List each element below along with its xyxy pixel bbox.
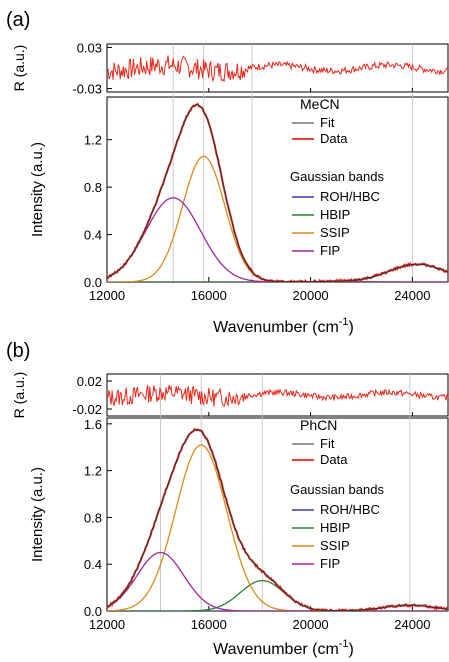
legend-label: Data <box>320 452 348 467</box>
panel-label: (a) <box>6 9 30 31</box>
x-tick-label: 16000 <box>191 288 227 303</box>
fit-line <box>107 429 448 611</box>
solvent-label: MeCN <box>300 96 340 112</box>
curves <box>107 427 448 611</box>
residual-axis-frame <box>106 373 449 417</box>
curves <box>107 102 448 282</box>
residual-line <box>106 384 449 408</box>
residual-tick-label: -0.03 <box>72 82 102 97</box>
legend-label: SSIP <box>320 538 350 553</box>
band-ssip <box>107 444 448 611</box>
x-tick-label: 20000 <box>293 617 329 632</box>
y-tick-label: 1.2 <box>84 133 102 148</box>
x-tick-label: 20000 <box>293 288 329 303</box>
legend-label: SSIP <box>320 225 350 240</box>
panel-label: (b) <box>6 340 30 362</box>
y-axis-label: Intensity (a.u.) <box>29 467 46 562</box>
y-tick-label: 0.8 <box>84 180 102 195</box>
legend-bands-title: Gaussian bands <box>290 482 384 497</box>
y-axis-label: Intensity (a.u.) <box>29 142 46 237</box>
x-tick-label: 12000 <box>89 288 125 303</box>
legend-bands-title: Gaussian bands <box>290 169 384 184</box>
main-axis-frame <box>106 96 449 283</box>
legend-label: Data <box>320 131 348 146</box>
legend-label: FIP <box>320 243 340 258</box>
y-tick-label: 0.0 <box>84 275 102 290</box>
x-tick-label: 24000 <box>394 288 430 303</box>
residual-tick-label: 0.02 <box>77 374 102 389</box>
residual-tick-label: -0.02 <box>72 402 102 417</box>
solvent-label: PhCN <box>300 417 337 433</box>
legend-label: Fit <box>320 436 335 451</box>
y-tick-label: 1.6 <box>84 417 102 432</box>
residual-axis-frame <box>106 43 449 93</box>
y-tick-label: 0.4 <box>84 557 102 572</box>
y-tick-label: 0.4 <box>84 228 102 243</box>
band-fip <box>107 551 448 611</box>
y-tick-label: 1.2 <box>84 464 102 479</box>
legend-label: ROH/HBC <box>320 502 380 517</box>
residual-line <box>106 55 449 83</box>
panel-a: (a) 0.03 -0.03 R (a.u.) 12000 16000 20000 24000… <box>6 9 449 336</box>
legend-label: Fit <box>320 115 335 130</box>
legend-label: ROH/HBC <box>320 189 380 204</box>
x-axis-label: Wavenumber (cm-1) <box>213 316 354 336</box>
y-tick-label: 0.8 <box>84 510 102 525</box>
x-axis-label: Wavenumber (cm-1) <box>213 638 354 658</box>
legend-label: HBIP <box>320 207 350 222</box>
x-tick-label: 16000 <box>191 617 227 632</box>
y-tick-label: 0.0 <box>84 604 102 619</box>
legend-label: HBIP <box>320 520 350 535</box>
residual-tick-label: 0.03 <box>77 40 102 55</box>
data-line <box>107 102 448 282</box>
panel-b: (b) 0.02 -0.02 R (a.u.) 12000 16000 20000 24000… <box>6 340 449 658</box>
residual-axis-label: R (a.u.) <box>11 372 27 419</box>
band-roh-hbc <box>107 263 448 282</box>
data-line <box>107 427 448 611</box>
band-ssip <box>107 155 448 282</box>
x-tick-label: 24000 <box>394 617 430 632</box>
residual-axis-label: R (a.u.) <box>11 45 27 92</box>
x-tick-label: 12000 <box>89 617 125 632</box>
fit-line <box>107 104 448 282</box>
legend-label: FIP <box>320 556 340 571</box>
